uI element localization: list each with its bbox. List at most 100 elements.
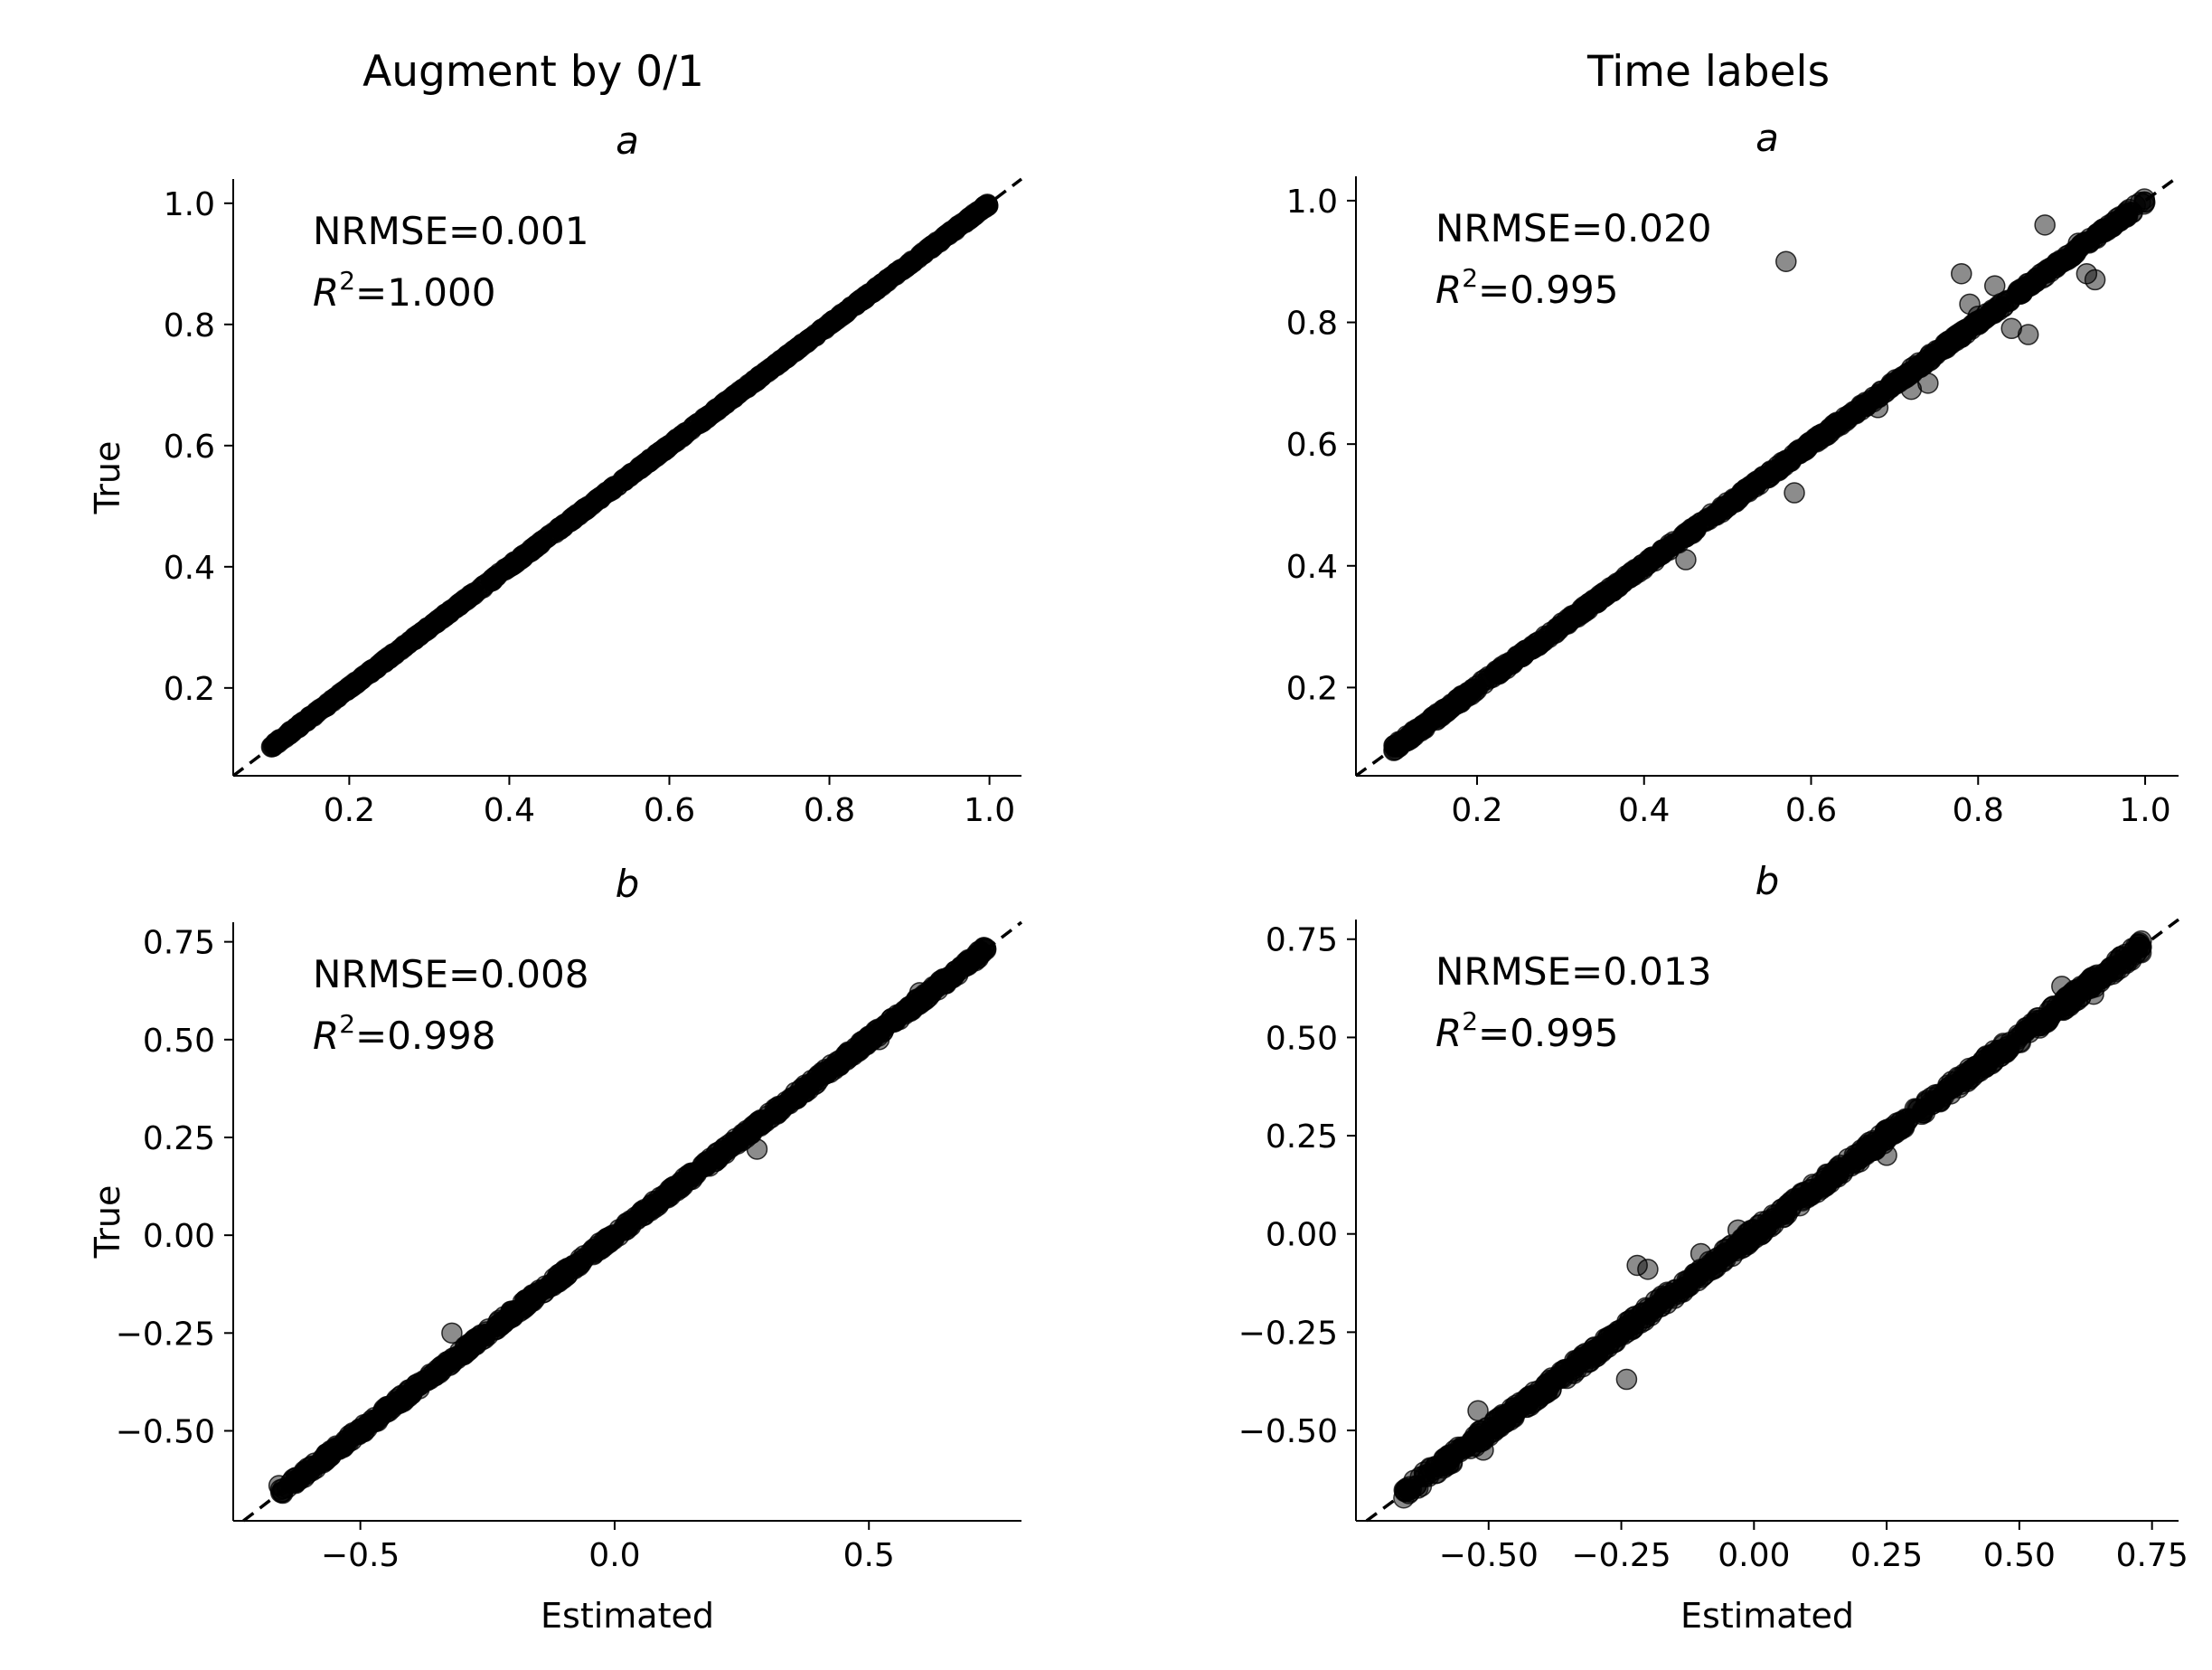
y-tick-label: −0.25 — [1238, 1315, 1338, 1352]
r2-superscript: 2 — [1462, 263, 1478, 293]
identity-line — [1354, 175, 2180, 778]
x-tick-label: 0.4 — [484, 792, 535, 829]
y-tick-label: 0.00 — [143, 1218, 215, 1255]
x-tick-label: 0.00 — [1718, 1537, 1790, 1574]
x-axis-label: Estimated — [1680, 1596, 1854, 1636]
y-tick-label: 0.2 — [1286, 670, 1338, 707]
r2-annotation: R2=0.998 — [313, 1009, 495, 1058]
panel-title: a — [1755, 116, 1779, 160]
r2-superscript: 2 — [1462, 1006, 1478, 1036]
scatter-point-outlier — [2017, 324, 2039, 345]
scatter-point-outlier — [1917, 373, 1939, 394]
scatter-point — [1705, 505, 1727, 526]
scatter-point-outlier — [2034, 214, 2056, 236]
x-tick-label: −0.25 — [1571, 1537, 1671, 1574]
panel-3: −0.5 0.0 0.5 −0.50 −0.25 0.00 0.25 0.50 0.75 b NRM… — [88, 862, 1023, 1636]
x-tick-label: 1.0 — [964, 792, 1015, 829]
scatter-point-outlier — [1775, 250, 1797, 272]
y-tick-label: 0.00 — [1266, 1217, 1338, 1254]
x-tick-label: 1.0 — [2119, 792, 2170, 829]
x-tick-label: −0.5 — [321, 1537, 400, 1574]
y-tick-label: 1.0 — [1286, 184, 1338, 221]
identity-line — [242, 920, 1023, 1523]
r2-symbol: R — [313, 1014, 339, 1058]
y-tick-label: −0.50 — [116, 1413, 215, 1450]
panel-4: −0.50 −0.25 0.00 0.25 0.50 0.75 −0.50 −0.25 0.00… — [1238, 859, 2188, 1636]
x-tick-label: 0.4 — [1618, 792, 1670, 829]
scatter-point-outlier — [1727, 1219, 1749, 1241]
scatter-point-outlier — [441, 1322, 463, 1344]
identity-line — [1365, 918, 2180, 1523]
y-tick-label: 0.4 — [164, 550, 215, 587]
x-axis-label: Estimated — [541, 1596, 714, 1636]
scatter-point — [356, 1418, 378, 1439]
r2-value: =0.995 — [1478, 1011, 1618, 1055]
y-tick-label: 0.75 — [1266, 922, 1338, 959]
scatter-point-outlier — [2084, 269, 2106, 291]
x-tick-label: 0.8 — [1953, 792, 2004, 829]
y-tick-label: 1.0 — [164, 186, 215, 223]
scatter-point-outlier — [1690, 1242, 1712, 1265]
scatter-point-outlier — [1467, 1400, 1489, 1422]
x-tick-label: 0.50 — [1983, 1537, 2056, 1574]
y-tick-label: 0.25 — [143, 1120, 215, 1157]
scatter-point — [1403, 725, 1426, 747]
y-axis-label: True — [88, 1185, 127, 1260]
scatter-point — [748, 1110, 769, 1133]
scatter-point-outlier — [1784, 482, 1805, 504]
x-tick-label: 0.6 — [644, 792, 695, 829]
x-tick-label: 0.8 — [804, 792, 855, 829]
scatter-point-outlier — [1951, 262, 1972, 285]
panel-title: a — [616, 118, 639, 163]
panel-2: 0.2 0.4 0.6 0.8 1.0 0.2 0.4 0.6 0.8 1.0 a NRMSE=0.0… — [1286, 116, 2180, 829]
y-tick-label: −0.25 — [116, 1316, 215, 1353]
y-tick-label: 0.2 — [164, 671, 215, 708]
nrmse-annotation: NRMSE=0.008 — [313, 952, 588, 996]
nrmse-annotation: NRMSE=0.001 — [313, 209, 588, 253]
scatter-point-outlier — [1984, 275, 2006, 297]
y-tick-label: 0.4 — [1286, 549, 1338, 586]
column-title-right: Time labels — [1586, 47, 1831, 97]
panel-1: 0.2 0.4 0.6 0.8 1.0 0.2 0.4 0.6 0.8 1.0 a NRMSE=0.0… — [88, 118, 1023, 829]
r2-superscript: 2 — [339, 1009, 355, 1039]
scatter-point — [1949, 1066, 1971, 1089]
x-tick-label: 0.75 — [2116, 1537, 2188, 1574]
scatter-point-outlier — [1876, 1145, 1897, 1166]
scatter-point-outlier — [1637, 1259, 1659, 1280]
y-tick-label: 0.50 — [143, 1023, 215, 1060]
nrmse-annotation: NRMSE=0.013 — [1435, 949, 1711, 994]
x-tick-label: 0.6 — [1785, 792, 1837, 829]
y-tick-label: 0.75 — [143, 925, 215, 962]
r2-annotation: R2=0.995 — [1435, 263, 1618, 312]
r2-symbol: R — [313, 270, 339, 315]
x-tick-label: 0.2 — [324, 792, 375, 829]
x-tick-label: 0.25 — [1850, 1537, 1923, 1574]
y-tick-label: 0.25 — [1266, 1118, 1338, 1156]
scatter-point — [1542, 1368, 1564, 1391]
x-tick-label: 0.5 — [843, 1537, 895, 1574]
nrmse-annotation: NRMSE=0.020 — [1435, 206, 1711, 250]
y-tick-label: 0.6 — [1286, 427, 1338, 464]
scatter-point-outlier — [1867, 397, 1889, 419]
r2-symbol: R — [1435, 268, 1462, 312]
scatter-point — [1828, 1163, 1850, 1184]
scatter-point-outlier — [1675, 549, 1697, 571]
x-tick-label: 0.0 — [588, 1537, 640, 1574]
r2-annotation: R2=0.995 — [1435, 1006, 1618, 1055]
scatter-point-outlier — [1473, 1439, 1494, 1461]
y-tick-label: 0.8 — [1286, 306, 1338, 343]
r2-value: =1.000 — [355, 270, 495, 315]
y-tick-label: 0.6 — [164, 429, 215, 466]
scatter-point-outlier — [1615, 1368, 1638, 1391]
y-tick-label: 0.50 — [1266, 1020, 1338, 1057]
column-title-left: Augment by 0/1 — [362, 47, 704, 97]
r2-value: =0.998 — [355, 1014, 495, 1058]
y-tick-label: −0.50 — [1238, 1413, 1338, 1450]
x-tick-label: −0.50 — [1439, 1537, 1539, 1574]
y-tick-label: 0.8 — [164, 307, 215, 344]
x-tick-label: 0.2 — [1451, 792, 1502, 829]
scatter-point-outlier — [929, 970, 951, 992]
scatter-point-outlier — [746, 1138, 768, 1160]
panel-title: b — [1755, 859, 1780, 903]
